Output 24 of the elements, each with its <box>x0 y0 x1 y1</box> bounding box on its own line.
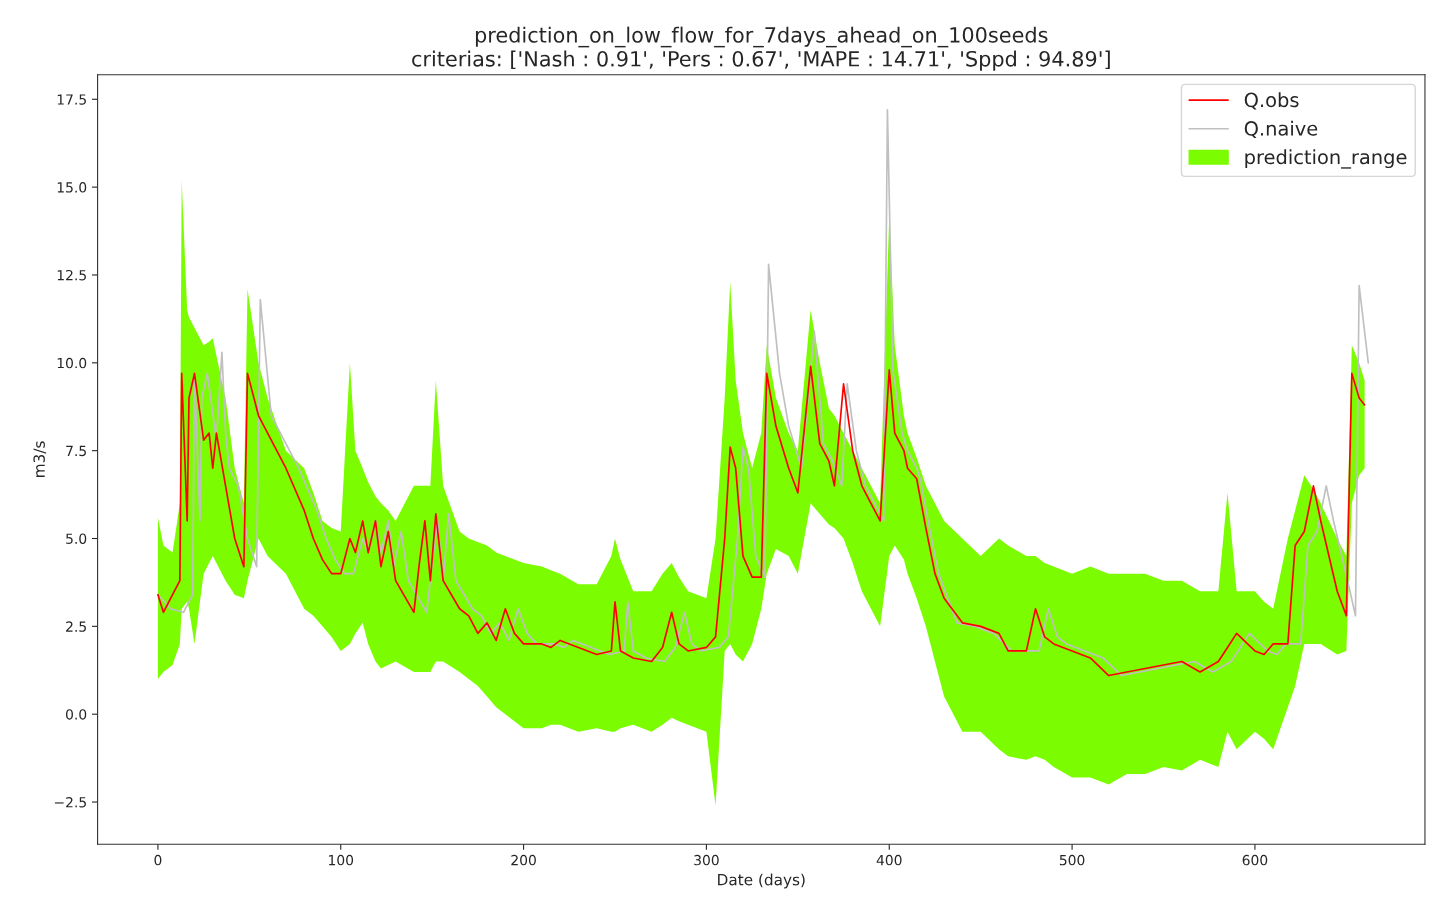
x-tick-label: 400 <box>876 854 902 866</box>
chart-subtitle: criterias: ['Nash : 0.91', 'Pers : 0.67', 'MAPE : 14.71', 'Sppd : 94.89'] <box>412 50 1110 71</box>
legend-label: prediction_range <box>1245 149 1407 169</box>
y-tick-label: 2.5 <box>66 621 86 632</box>
y-tick-label: 0.0 <box>65 709 87 720</box>
legend-label: Q.obs <box>1244 92 1299 110</box>
x-tick-label: 600 <box>1242 854 1268 866</box>
line-series <box>157 365 1366 677</box>
x-tick-label: 300 <box>694 854 719 866</box>
y-tick-label: −2.5 <box>54 797 86 808</box>
y-tick-label: 5.0 <box>66 533 87 544</box>
y-tick-label: 17.5 <box>57 94 86 105</box>
x-axis-title: Date (days) <box>718 873 805 889</box>
chart-title: prediction_on_low_flow_for_7days_ahead_on_100seeds <box>475 26 1048 48</box>
y-tick-label: 10.0 <box>57 357 87 369</box>
y-tick-label: 15.0 <box>57 182 87 193</box>
legend-label: Q.naive <box>1244 120 1318 139</box>
x-tick-label: 200 <box>511 854 536 866</box>
y-tick-label: 7.5 <box>66 445 86 457</box>
x-tick-label: 500 <box>1059 854 1085 866</box>
x-tick-label: 100 <box>329 854 354 866</box>
x-tick-label: 0 <box>154 854 162 866</box>
y-tick-label: 12.5 <box>57 269 86 281</box>
y-axis-title: m3/s <box>33 441 47 477</box>
